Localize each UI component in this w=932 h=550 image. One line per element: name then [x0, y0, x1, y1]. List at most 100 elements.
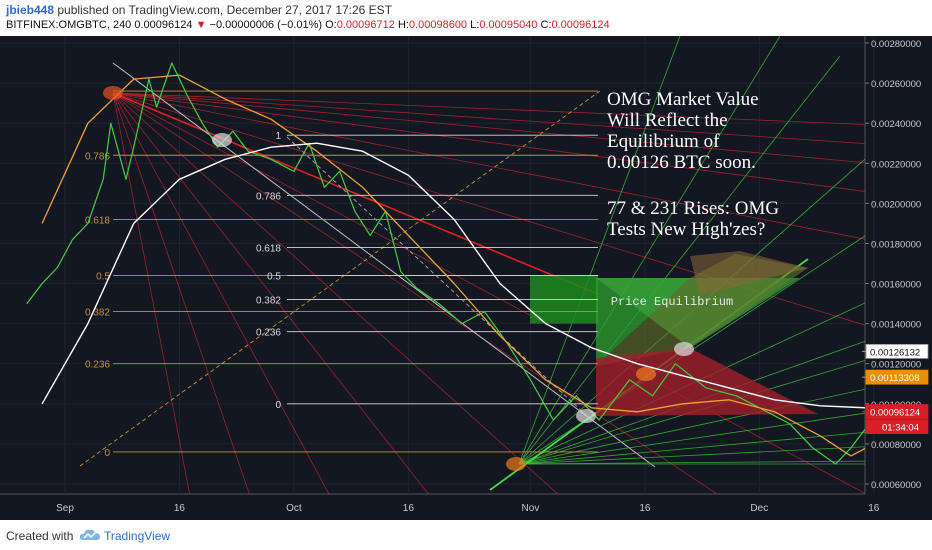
fib-level-label: 0.786	[85, 151, 110, 162]
price-tag-label: 0.00126132	[870, 347, 920, 358]
red-fan-line	[112, 92, 330, 494]
fib2-level-label: 1	[275, 131, 281, 142]
red-fan-line	[112, 92, 865, 240]
fib2-level-label: 0.786	[256, 191, 281, 202]
y-tick-label: 0.00120000	[871, 360, 921, 371]
footer: Created with TradingView	[0, 520, 932, 550]
low-label: L:	[470, 19, 480, 31]
chart-header: jbieb448 published on TradingView.com, D…	[0, 0, 932, 36]
price-tags: 0.00126132 0.00113308 0.00096124 01:34:04	[862, 344, 929, 434]
subtitle-line: 77 & 231 Rises: OMG	[607, 198, 779, 219]
red-fan-line	[112, 92, 429, 494]
green-fan-line	[518, 36, 781, 465]
fib2-level-label: 0	[275, 400, 281, 411]
highlight-ellipse	[674, 342, 694, 356]
fib-level-label: 0.382	[85, 308, 110, 319]
x-tick-label: Dec	[750, 503, 768, 514]
fib-level-label: 0.5	[96, 272, 110, 283]
y-tick-label: 0.00160000	[871, 280, 921, 291]
highlight-ellipse	[636, 367, 656, 381]
highlight-ellipse	[576, 409, 596, 423]
x-tick-label: 16	[868, 503, 880, 514]
price-tag-label: 0.00113308	[870, 373, 920, 384]
highlight-ellipse	[212, 133, 232, 147]
low-value: 0.00095040	[479, 19, 538, 31]
close-value: 0.00096124	[551, 19, 610, 31]
x-tick-label: 16	[403, 503, 415, 514]
fib-level-label: 0.618	[85, 215, 110, 226]
symbol-name: BITFINEX:OMGBTC, 240	[6, 19, 132, 31]
red-fan-line	[112, 92, 191, 494]
tan-zone	[690, 251, 808, 296]
author-link[interactable]: jbieb448	[6, 3, 55, 17]
y-tick-label: 0.00140000	[871, 320, 921, 331]
price-tag-label: 0.00096124	[870, 408, 920, 419]
price-change: −0.00000006 (−0.01%)	[209, 19, 323, 31]
x-tick-label: 16	[174, 503, 186, 514]
high-label: H:	[397, 19, 409, 31]
x-tick-label: 16	[639, 503, 651, 514]
fib2-level-label: 0.5	[267, 272, 281, 283]
y-tick-labels: 0.00280000 0.00260000 0.00240000 0.00220000…	[865, 39, 921, 491]
close-label: C:	[540, 19, 552, 31]
ma231-line	[41, 142, 865, 409]
ma77-line	[41, 74, 865, 457]
y-tick-label: 0.00260000	[871, 79, 921, 90]
fib2-level-label: 0.236	[256, 328, 281, 339]
price-chart[interactable]: 0.786 0.618 0.5 0.382 0.236 0 1 0.786 0.618 0.5 0.…	[0, 36, 932, 520]
fib2-level-label: 0.618	[256, 243, 281, 254]
x-tick-labels: Sep16Oct16Nov16Dec16201816Feb	[56, 503, 880, 514]
title-line: OMG Market Value	[607, 89, 759, 110]
price-line	[26, 62, 865, 465]
symbol-line: BITFINEX:OMGBTC, 240 0.00096124 ▼ −0.000…	[6, 19, 610, 31]
equilibrium-label: Price Equilibrium	[611, 295, 733, 309]
y-tick-label: 0.00220000	[871, 159, 921, 170]
fib-dashed-diagonal	[79, 90, 601, 467]
highlight-markers	[103, 86, 694, 471]
red-fan-line	[112, 92, 250, 494]
green-fan-line	[518, 431, 865, 465]
red-fan-line	[112, 92, 865, 494]
y-tick-label: 0.00060000	[871, 480, 921, 491]
x-tick-label: Oct	[286, 503, 302, 514]
price-tag-label: 01:34:04	[882, 423, 919, 434]
fib-level-label: 0.236	[85, 360, 110, 371]
y-tick-label: 0.00080000	[871, 440, 921, 451]
last-price: 0.00096124	[134, 19, 193, 31]
price-axis[interactable]	[865, 36, 932, 520]
red-fan-line	[112, 92, 559, 494]
open-value: 0.00096712	[336, 19, 395, 31]
subtitle-line: Tests New High'zes?	[607, 219, 765, 240]
fib-retracements: 0.786 0.618 0.5 0.382 0.236 0 1 0.786 0.618 0.5 0.…	[85, 90, 598, 459]
title-line: 0.00126 BTC soon.	[607, 152, 756, 173]
y-tick-label: 0.00240000	[871, 119, 921, 130]
red-fan-line	[112, 92, 865, 145]
open-label: O:	[325, 19, 337, 31]
red-fan-line	[112, 92, 865, 192]
fib-level-label: 0	[104, 448, 110, 459]
down-arrow-icon: ▼	[195, 19, 207, 31]
tradingview-link[interactable]: TradingView	[104, 529, 171, 543]
y-tick-label: 0.00280000	[871, 39, 921, 50]
high-value: 0.00098600	[408, 19, 468, 31]
y-tick-label: 0.00200000	[871, 199, 921, 210]
green-fan-line	[518, 388, 865, 465]
publish-line: jbieb448 published on TradingView.com, D…	[6, 3, 392, 17]
x-tick-label: Sep	[56, 503, 74, 514]
green-fan-line	[518, 446, 865, 465]
green-fan-line	[518, 36, 681, 465]
fib2-level-label: 0.382	[256, 296, 281, 307]
white-trend-line	[112, 62, 656, 468]
plot-area: 0.786 0.618 0.5 0.382 0.236 0 1 0.786 0.618 0.5 0.…	[26, 36, 865, 494]
fib2-dashed-diagonal	[286, 136, 588, 417]
series-lines	[26, 62, 865, 465]
olive-band	[596, 254, 808, 366]
title-line: Will Reflect the	[607, 110, 728, 131]
tradingview-cloud-icon	[79, 529, 100, 540]
red-fan-line	[112, 92, 865, 125]
price-tag-box	[865, 419, 929, 434]
time-axis[interactable]	[0, 494, 865, 520]
